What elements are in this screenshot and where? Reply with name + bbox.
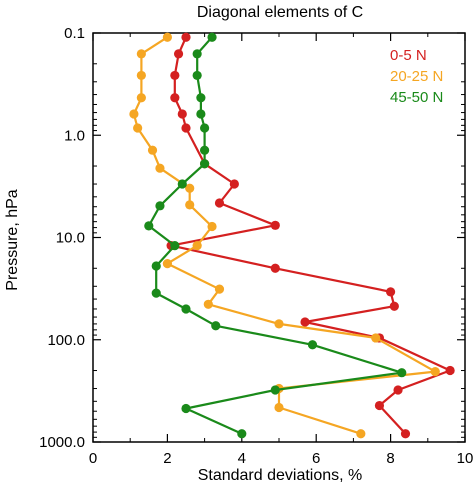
data-point xyxy=(133,123,143,133)
chart-title: Diagonal elements of C xyxy=(197,4,363,21)
data-point xyxy=(274,319,284,329)
data-point xyxy=(430,367,440,377)
data-point xyxy=(181,304,191,314)
data-point xyxy=(129,109,139,119)
series-45-50-N xyxy=(144,32,407,439)
x-tick-label: 2 xyxy=(163,450,171,467)
data-point xyxy=(185,183,195,193)
y-tick-label: 1000.0 xyxy=(39,434,85,451)
data-point xyxy=(181,32,191,42)
data-point xyxy=(155,163,165,173)
data-point xyxy=(270,263,280,273)
data-point xyxy=(170,240,180,251)
x-axis-title: Standard deviations, % xyxy=(198,467,363,484)
series-group xyxy=(129,32,455,439)
legend-entry: 20-25 N xyxy=(390,68,443,85)
legend-entry: 45-50 N xyxy=(390,89,443,106)
data-point xyxy=(181,123,191,133)
data-point xyxy=(181,403,191,414)
data-point xyxy=(151,261,161,271)
data-point xyxy=(207,221,217,232)
data-point xyxy=(397,368,407,378)
y-tick-label: 100.0 xyxy=(47,332,85,349)
data-point xyxy=(144,221,154,231)
data-point xyxy=(136,70,146,81)
series-line xyxy=(147,36,403,435)
data-point xyxy=(274,402,284,413)
series-20-25-N xyxy=(129,32,440,439)
data-point xyxy=(185,200,195,210)
data-point xyxy=(177,179,187,189)
data-point xyxy=(270,385,280,395)
data-point xyxy=(389,301,399,311)
data-point xyxy=(170,93,180,103)
y-tick-label: 10.0 xyxy=(56,230,85,247)
legend-entry: 0-5 N xyxy=(390,47,427,64)
x-tick-label: 8 xyxy=(386,450,394,467)
data-point xyxy=(136,49,146,59)
data-point xyxy=(203,299,213,309)
data-point xyxy=(200,145,210,155)
series-0-5-N xyxy=(166,32,455,439)
data-point xyxy=(371,333,381,343)
data-point xyxy=(192,49,202,59)
data-point xyxy=(155,201,165,211)
data-point xyxy=(214,198,225,208)
data-point xyxy=(173,49,184,59)
y-axis-ticks: 0.1 1.0 10.0 100.0 1000.0 xyxy=(39,25,465,451)
data-point xyxy=(151,288,161,298)
data-point xyxy=(177,109,187,119)
x-tick-label: 4 xyxy=(238,450,246,467)
y-tick-label: 0.1 xyxy=(64,25,85,42)
data-point xyxy=(214,284,225,294)
x-tick-label: 10 xyxy=(457,450,474,467)
data-point xyxy=(445,365,455,376)
data-point xyxy=(136,93,146,103)
data-point xyxy=(270,220,280,230)
y-axis-title: Pressure, hPa xyxy=(4,189,21,290)
x-tick-label: 6 xyxy=(312,450,320,467)
data-point xyxy=(192,240,202,251)
data-point xyxy=(400,429,411,439)
data-point xyxy=(393,385,403,395)
data-point xyxy=(196,109,206,119)
data-point xyxy=(200,123,210,133)
data-point xyxy=(386,287,396,297)
data-point xyxy=(229,179,239,189)
data-point xyxy=(211,321,221,331)
data-point xyxy=(237,429,247,439)
data-point xyxy=(300,317,310,327)
data-point xyxy=(162,32,172,42)
data-point xyxy=(356,429,366,439)
data-point xyxy=(162,259,172,269)
data-point xyxy=(307,340,318,350)
data-point xyxy=(192,70,202,81)
x-tick-label: 0 xyxy=(89,450,97,467)
data-point xyxy=(170,70,180,81)
data-point xyxy=(147,145,158,155)
data-point xyxy=(196,93,206,103)
data-point xyxy=(207,32,217,42)
y-tick-label: 1.0 xyxy=(64,127,85,144)
legend: 0-5 N 20-25 N 45-50 N xyxy=(390,47,443,106)
data-point xyxy=(200,159,210,169)
data-point xyxy=(374,400,385,411)
